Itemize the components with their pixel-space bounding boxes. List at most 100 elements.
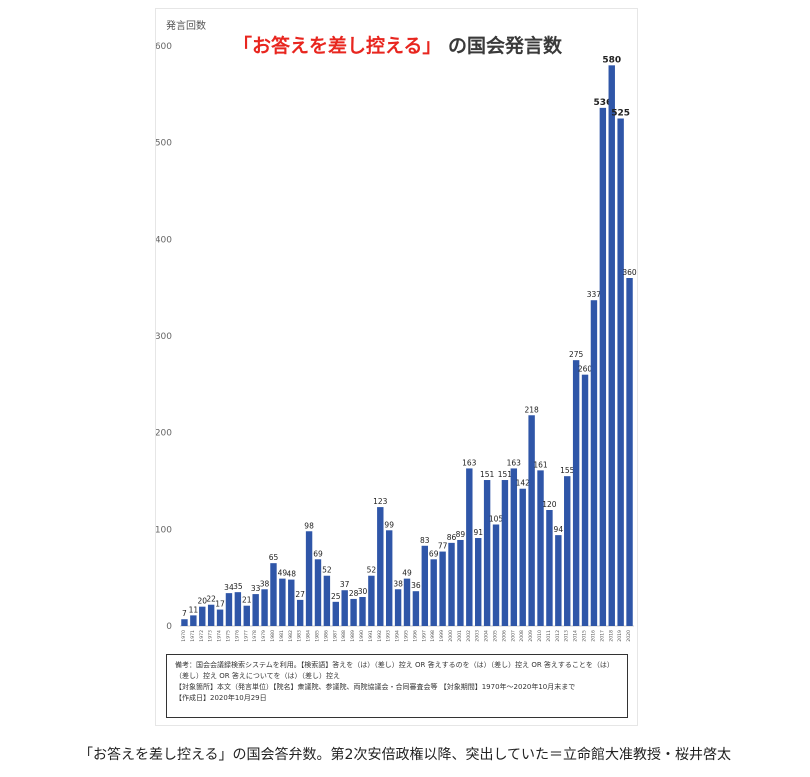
notes-line: 備考：国会会議録検索システムを利用。【検索語】答えを（は）（差し）控え OR 答… <box>175 661 614 680</box>
data-label-1993: 99 <box>384 520 394 529</box>
bar-1981 <box>279 578 286 626</box>
bar-1987 <box>332 601 339 626</box>
bar-chart: 0 100 200 300 400 500 600 7 1970 11 1971 20 1972 22 19… <box>156 42 637 642</box>
bar-1988 <box>341 590 348 626</box>
bar-1994 <box>394 589 402 626</box>
notes-line: 【対象箇所】本文（発言単位）【院名】衆議院、参議院、両院協議会・合同審査会等 【… <box>175 683 576 691</box>
data-label-1991: 52 <box>367 566 377 575</box>
bar-1971 <box>190 615 197 626</box>
data-label-1989: 28 <box>349 589 359 598</box>
x-tick-label: 2010 <box>537 630 543 642</box>
bar-1979 <box>261 589 268 626</box>
data-label-1976: 35 <box>233 582 243 591</box>
notes-line: 【作成日】2020年10月29日 <box>175 694 267 702</box>
chart-title-rest: の国会発言数 <box>448 35 563 57</box>
data-label-1978: 33 <box>251 584 261 593</box>
data-label-1977: 21 <box>242 596 252 605</box>
data-label-1973: 22 <box>206 595 216 604</box>
data-label-1995: 49 <box>402 569 412 578</box>
y-tick-label: 100 <box>156 525 172 535</box>
bar-2008 <box>519 488 526 626</box>
data-label-2017: 536 <box>593 98 612 108</box>
bar-1986 <box>323 575 331 626</box>
data-label-2009: 218 <box>524 405 539 414</box>
bar-2013 <box>564 476 571 626</box>
notes-box: 備考：国会会議録検索システムを利用。【検索語】答えを（は）（差し）控え OR 答… <box>166 654 628 718</box>
x-tick-label: 2004 <box>484 630 490 642</box>
x-tick-label: 1989 <box>350 630 356 642</box>
x-tick-label: 1981 <box>279 630 285 642</box>
y-tick-label: 300 <box>156 332 172 342</box>
x-tick-label: 1976 <box>234 630 240 642</box>
x-tick-label: 1975 <box>225 630 231 642</box>
x-tick-label: 1978 <box>252 630 258 642</box>
x-tick-label: 2019 <box>617 630 623 642</box>
x-tick-label: 1972 <box>199 630 205 642</box>
bar-2014 <box>572 360 580 626</box>
x-tick-label: 1993 <box>386 630 392 642</box>
bar-2015 <box>581 374 589 626</box>
y-tick-label: 500 <box>156 139 172 149</box>
data-label-1998: 69 <box>429 549 439 558</box>
x-tick-label: 2011 <box>546 630 552 642</box>
data-label-1974: 17 <box>215 600 225 609</box>
data-label-2019: 525 <box>611 109 630 119</box>
x-tick-label: 2007 <box>510 630 516 642</box>
bar-2010 <box>537 470 544 626</box>
bar-1972 <box>199 606 206 626</box>
x-tick-label: 2001 <box>457 630 463 642</box>
data-label-2018: 580 <box>602 55 621 65</box>
bar-1998 <box>430 559 437 626</box>
chart-title-highlight: 「お答えを差し控える」 <box>232 35 442 57</box>
data-label-2002: 163 <box>462 458 477 467</box>
bar-2004 <box>483 480 491 626</box>
x-tick-label: 1986 <box>323 630 329 642</box>
data-label-1971: 11 <box>189 605 199 614</box>
x-tick-label: 2013 <box>564 630 570 642</box>
x-tick-label: 2017 <box>599 630 605 642</box>
data-label-2010: 161 <box>533 460 548 469</box>
data-label-1997: 83 <box>420 536 430 545</box>
data-label-2007: 163 <box>507 458 522 467</box>
bar-2002 <box>466 468 473 626</box>
x-tick-label: 1983 <box>297 630 303 642</box>
y-tick-label: 400 <box>156 235 172 245</box>
x-tick-label: 2014 <box>573 630 579 642</box>
bar-2009 <box>528 415 535 626</box>
x-tick-label: 2008 <box>519 630 525 642</box>
bar-2005 <box>492 524 500 626</box>
x-tick-label: 1991 <box>368 630 374 642</box>
x-tick-label: 1998 <box>430 630 436 642</box>
bar-1985 <box>314 559 322 626</box>
x-tick-label: 1988 <box>341 630 347 642</box>
x-tick-label: 2015 <box>582 630 588 642</box>
x-tick-label: 2012 <box>555 630 561 642</box>
bar-1978 <box>252 594 259 626</box>
bar-1982 <box>288 579 295 626</box>
data-label-1988: 37 <box>340 580 350 589</box>
bar-1991 <box>368 575 375 626</box>
x-tick-label: 1996 <box>412 630 418 642</box>
data-label-2004: 151 <box>480 470 495 479</box>
x-tick-label: 2016 <box>590 630 596 642</box>
bar-1996 <box>412 591 420 626</box>
data-label-1975: 34 <box>224 583 234 592</box>
x-tick-label: 1974 <box>217 630 223 642</box>
data-label-2013: 155 <box>560 466 575 475</box>
bar-1999 <box>439 551 446 626</box>
bar-2012 <box>555 535 562 626</box>
data-label-1979: 38 <box>260 579 270 588</box>
bar-1970 <box>181 619 188 626</box>
data-label-1987: 25 <box>331 592 341 601</box>
bar-1984 <box>305 531 313 626</box>
y-axis-label: 発言回数 <box>166 21 206 32</box>
bar-2000 <box>448 542 455 626</box>
data-label-1970: 7 <box>182 609 187 618</box>
data-label-1994: 38 <box>393 579 403 588</box>
chart-title: 「お答えを差し控える」 の国会発言数 <box>156 31 639 58</box>
bar-2003 <box>475 538 482 626</box>
data-label-1980: 65 <box>269 553 279 562</box>
bar-1983 <box>296 599 304 626</box>
data-label-1986: 52 <box>322 566 332 575</box>
bar-1989 <box>350 598 357 626</box>
